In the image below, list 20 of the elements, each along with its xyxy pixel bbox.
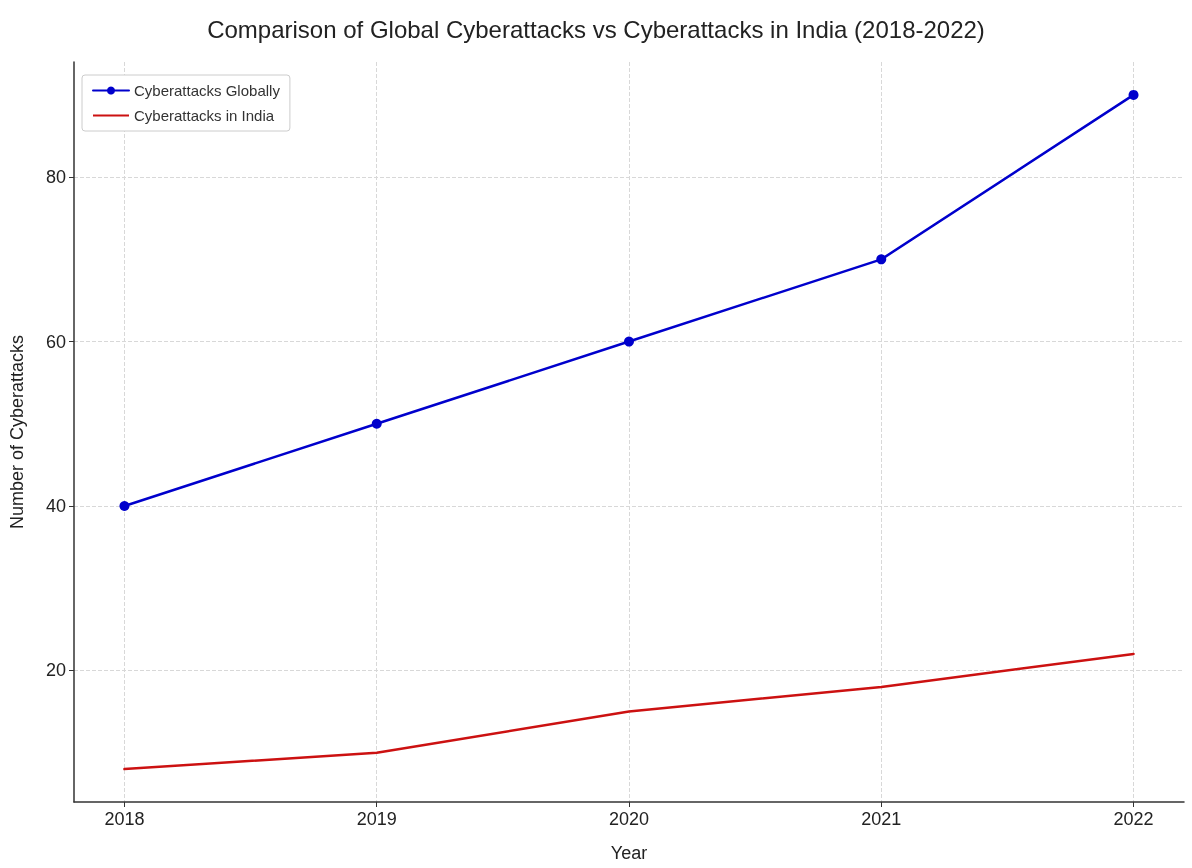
x-tick-label: 2020 [608, 809, 650, 829]
point [119, 501, 130, 511]
x-tick-label: 2019 [356, 809, 397, 829]
y-tick-label: 80 [45, 167, 66, 188]
x-tick-label: 2022 [1113, 809, 1154, 829]
legend-label: Cyberattacks in India [134, 107, 275, 124]
point [1128, 89, 1139, 100]
y-axis-title: Number of Cyberattacks [7, 334, 27, 530]
point [876, 254, 887, 265]
legend-label: Cyberattacks Globally [134, 82, 281, 99]
line-series [123, 652, 1135, 771]
x-tick-label: 2018 [104, 809, 145, 829]
point [624, 336, 634, 347]
chart-title: Comparison of Global Cyberattacks vs Cyberattacks in India (2018-2022) [207, 15, 985, 43]
x-axis-title: Year [610, 843, 648, 863]
y-tick-label: 20 [45, 660, 66, 681]
point [371, 418, 382, 429]
y-tick-label: 60 [45, 331, 66, 352]
y-tick-label: 40 [45, 496, 66, 516]
x-tick-label: 2021 [861, 809, 902, 829]
